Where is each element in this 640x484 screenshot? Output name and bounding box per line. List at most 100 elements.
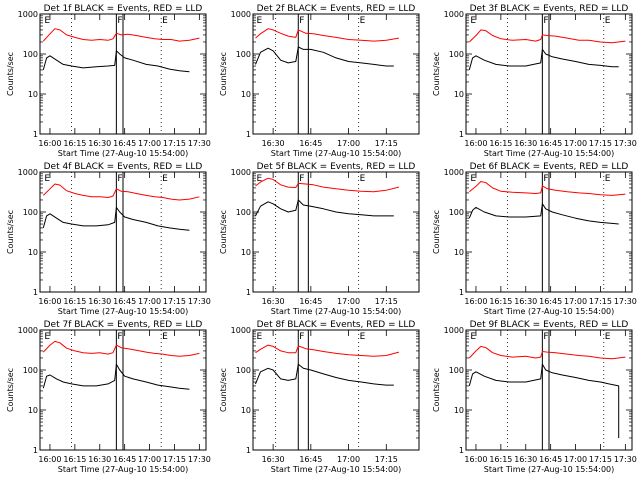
- x-tick-label: 17:15: [589, 297, 612, 306]
- y-tick-label: 100: [236, 50, 251, 59]
- x-tick-label: 17:15: [375, 139, 398, 148]
- y-axis-label: Counts/sec: [6, 368, 15, 412]
- y-axis-label: Counts/sec: [432, 368, 441, 412]
- interval-marker-label: E: [605, 174, 611, 184]
- y-tick-label: 1: [33, 288, 38, 297]
- y-tick-label: 1: [246, 446, 251, 455]
- y-tick-label: 1000: [18, 168, 38, 177]
- events-rate-line: [42, 206, 190, 231]
- y-tick-label: 1: [246, 288, 251, 297]
- lld-rate-line: [468, 181, 626, 196]
- y-tick-label: 1000: [18, 326, 38, 335]
- detector-panel-9: Det 9f BLACK = Events, RED = LLD Counts/s…: [432, 320, 637, 474]
- x-tick-label: 16:45: [539, 297, 562, 306]
- x-tick-label: 17:15: [163, 139, 186, 148]
- lld-rate-line: [468, 29, 626, 44]
- y-tick-label: 10: [454, 406, 464, 415]
- events-rate-line: [255, 46, 394, 67]
- detector-panel-4: Det 4f BLACK = Events, RED = LLD Counts/s…: [6, 162, 211, 316]
- x-tick-label: 16:45: [299, 297, 322, 306]
- interval-marker-label: E: [257, 16, 263, 26]
- y-tick-label: 1: [246, 130, 251, 139]
- x-tick-label: 17:30: [614, 139, 637, 148]
- interval-marker-label: F: [543, 332, 548, 342]
- y-axis-label: Counts/sec: [6, 210, 15, 254]
- plot-frame: [252, 171, 420, 293]
- x-tick-label: 16:45: [113, 455, 136, 464]
- y-tick-label: 1000: [444, 326, 464, 335]
- y-tick-label: 10: [28, 406, 38, 415]
- y-tick-label: 1000: [231, 10, 251, 19]
- lld-rate-line: [468, 345, 626, 360]
- interval-marker-label: E: [360, 174, 366, 184]
- detector-panel-5: Det 5f BLACK = Events, RED = LLD Counts/s…: [219, 162, 420, 316]
- x-tick-label: 16:15: [63, 139, 86, 148]
- detector-panel-2: Det 2f BLACK = Events, RED = LLD Counts/s…: [219, 4, 420, 158]
- y-tick-label: 100: [449, 50, 464, 59]
- x-tick-label: 16:45: [113, 139, 136, 148]
- x-tick-label: 17:00: [564, 455, 587, 464]
- x-tick-label: 17:00: [138, 297, 161, 306]
- x-tick-label: 16:15: [63, 455, 86, 464]
- x-tick-label: 16:30: [514, 297, 537, 306]
- y-tick-label: 10: [454, 90, 464, 99]
- x-tick-label: 16:30: [514, 455, 537, 464]
- x-axis-label: Start Time (27-Aug-10 15:54:00): [271, 307, 402, 316]
- events-rate-line: [42, 50, 190, 73]
- lld-rate-line: [42, 183, 200, 201]
- x-tick-label: 17:30: [188, 455, 211, 464]
- y-tick-label: 10: [454, 248, 464, 257]
- x-axis-label: Start Time (27-Aug-10 15:54:00): [271, 465, 402, 474]
- x-tick-label: 16:00: [464, 139, 487, 148]
- x-tick-label: 16:30: [262, 455, 285, 464]
- x-axis-label: Start Time (27-Aug-10 15:54:00): [58, 465, 189, 474]
- x-tick-label: 16:00: [464, 455, 487, 464]
- x-tick-label: 16:30: [514, 139, 537, 148]
- x-tick-label: 16:30: [88, 297, 111, 306]
- y-tick-label: 10: [28, 248, 38, 257]
- lld-rate-line: [42, 340, 200, 357]
- x-tick-label: 17:00: [337, 139, 360, 148]
- events-rate-line: [255, 363, 394, 386]
- x-axis-label: Start Time (27-Aug-10 15:54:00): [484, 307, 615, 316]
- y-axis-label: Counts/sec: [432, 210, 441, 254]
- y-axis-label: Counts/sec: [219, 52, 228, 96]
- x-tick-label: 16:00: [38, 455, 61, 464]
- x-tick-label: 17:30: [614, 297, 637, 306]
- x-tick-label: 16:45: [113, 297, 136, 306]
- x-axis-label: Start Time (27-Aug-10 15:54:00): [271, 149, 402, 158]
- x-tick-label: 17:00: [564, 297, 587, 306]
- interval-marker-label: E: [605, 16, 611, 26]
- plot-frame: [252, 13, 420, 135]
- interval-marker-label: E: [44, 174, 50, 184]
- y-tick-label: 1000: [231, 326, 251, 335]
- events-rate-line: [42, 363, 190, 390]
- y-tick-label: 1000: [231, 168, 251, 177]
- x-tick-label: 16:15: [489, 297, 512, 306]
- interval-marker-label: E: [360, 16, 366, 26]
- interval-marker-label: E: [257, 332, 263, 342]
- interval-marker-label: F: [543, 174, 548, 184]
- y-axis-label: Counts/sec: [219, 368, 228, 412]
- detector-panel-1: Det 1f BLACK = Events, RED = LLD Counts/s…: [6, 4, 211, 158]
- x-tick-label: 17:15: [589, 139, 612, 148]
- x-tick-label: 17:00: [337, 297, 360, 306]
- y-axis-label: Counts/sec: [432, 52, 441, 96]
- panel-title: Det 8f BLACK = Events, RED = LLD: [257, 320, 416, 330]
- y-tick-label: 1: [459, 446, 464, 455]
- x-tick-label: 17:30: [614, 455, 637, 464]
- y-tick-label: 1000: [18, 10, 38, 19]
- events-rate-line: [468, 363, 620, 438]
- interval-marker-label: E: [257, 174, 263, 184]
- x-tick-label: 17:15: [589, 455, 612, 464]
- x-tick-label: 16:15: [489, 455, 512, 464]
- interval-marker-label: E: [605, 332, 611, 342]
- x-tick-label: 17:15: [375, 297, 398, 306]
- panel-title: Det 2f BLACK = Events, RED = LLD: [257, 4, 416, 14]
- lld-rate-line: [255, 344, 400, 357]
- y-tick-label: 1000: [444, 10, 464, 19]
- interval-marker-label: E: [360, 332, 366, 342]
- interval-marker-label: E: [162, 174, 168, 184]
- panel-title: Det 5f BLACK = Events, RED = LLD: [257, 162, 416, 172]
